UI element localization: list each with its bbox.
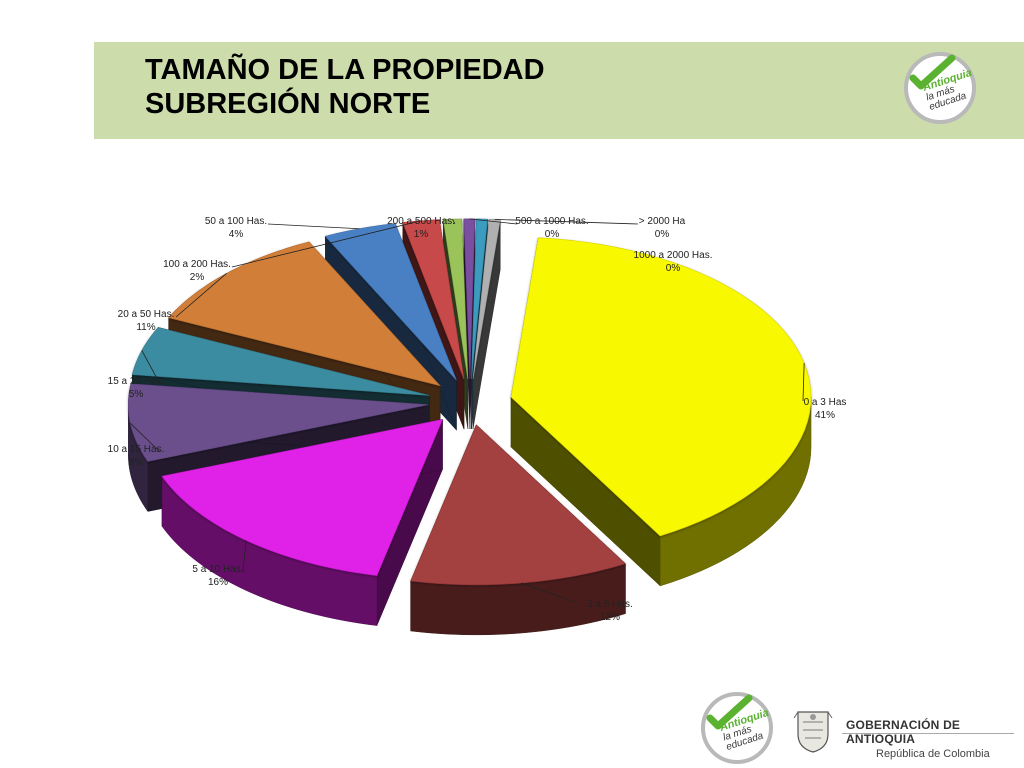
gobernacion-logo: GOBERNACIÓN DE ANTIOQUIA República de Co… [846, 718, 1024, 760]
pie-slice-11 [472, 218, 501, 430]
slice-value-0: 41% [815, 410, 835, 421]
leader-line-2 [242, 540, 247, 573]
gov-title: GOBERNACIÓN DE ANTIOQUIA [846, 718, 961, 746]
slice-label-8: 200 a 500 Has. [387, 216, 455, 227]
slice-value-1: 12% [600, 612, 620, 623]
page-title: TAMAÑO DE LA PROPIEDAD SUBREGIÓN NORTE [145, 53, 545, 121]
leader-line-8 [452, 218, 456, 225]
leader-line-6 [267, 223, 360, 230]
title-line-2: SUBREGIÓN NORTE [145, 88, 431, 120]
slice-label-2: 5 a 10 Has. [192, 564, 243, 575]
antioquia-logo-bottom: Antioquia la más educada [701, 692, 773, 764]
logo-ring [904, 52, 976, 124]
slice-label-6: 50 a 100 Has. [205, 216, 267, 227]
slice-label-11: > 2000 Ha [639, 216, 686, 227]
pie-slice-1 [410, 424, 626, 636]
leader-line-11 [494, 218, 639, 225]
slice-value-10: 0% [666, 263, 681, 274]
slice-value-3: 8% [129, 457, 144, 468]
slice-value-9: 0% [545, 229, 560, 240]
coat-of-arms-icon [793, 711, 833, 753]
slice-value-8: 1% [414, 229, 429, 240]
slice-value-11: 0% [655, 229, 670, 240]
leader-lines [130, 218, 805, 604]
slice-label-1: 3 a 5 Has. [587, 599, 633, 610]
leader-line-1 [520, 582, 579, 604]
slice-value-4: 5% [129, 389, 144, 400]
check-icon [909, 54, 956, 90]
slice-label-3: 10 a 15 Has. [108, 444, 165, 455]
leader-line-9 [469, 218, 518, 225]
slice-label-7: 100 a 200 Has. [163, 259, 231, 270]
slice-value-5: 11% [136, 322, 155, 333]
antioquia-logo-top: Antioquia la más educada [904, 52, 976, 124]
header-band [94, 42, 1024, 139]
leader-line-5 [175, 273, 227, 318]
leader-line-0 [802, 362, 805, 402]
gov-subtitle: República de Colombia [876, 748, 990, 760]
slice-label-10: 1000 a 2000 Has. [634, 250, 713, 261]
check-icon [706, 694, 753, 730]
slice-labels: 0 a 3 Has 41% 3 a 5 Has. 12% 5 a 10 Has. 16% 1… [108, 216, 847, 623]
title-line-1: TAMAÑO DE LA PROPIEDAD [145, 54, 545, 86]
slice-label-9: 500 a 1000 Has. [515, 216, 588, 227]
pie-slice-0 [510, 237, 812, 587]
logo-ring [701, 692, 773, 764]
slice-label-5: 20 a 50 Has. [118, 309, 175, 320]
leader-line-7 [231, 220, 422, 268]
slice-value-2: 16% [208, 577, 228, 588]
slice-value-7: 2% [190, 272, 205, 283]
leader-line-4 [141, 350, 161, 385]
leader-line-3 [130, 422, 161, 453]
pie-slice-2 [161, 419, 443, 626]
slice-label-0: 0 a 3 Has [804, 397, 847, 408]
gov-divider [842, 733, 1014, 734]
slice-value-6: 4% [229, 229, 244, 240]
slice-label-4: 15 a 20 Has. [108, 376, 165, 387]
pie-slices [127, 218, 812, 636]
